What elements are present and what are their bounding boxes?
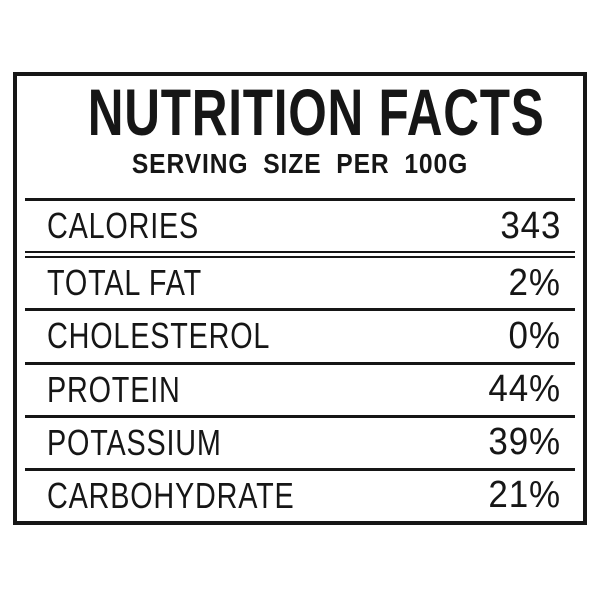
row-protein: PROTEIN 44% bbox=[25, 361, 575, 415]
label-subtitle: SERVING SIZE PER 100G bbox=[131, 148, 469, 179]
label-title: NUTRITION FACTS bbox=[87, 75, 545, 149]
nutrition-label: NUTRITION FACTS SERVING SIZE PER 100G CA… bbox=[13, 72, 587, 525]
nutrient-name: POTASSIUM bbox=[47, 421, 222, 463]
nutrient-value: 39% bbox=[488, 421, 561, 464]
nutrient-name: CALORIES bbox=[47, 205, 200, 247]
nutrient-name: CARBOHYDRATE bbox=[47, 474, 295, 516]
row-cholesterol: CHOLESTEROL 0% bbox=[25, 308, 575, 361]
row-total-fat: TOTAL FAT 2% bbox=[25, 251, 575, 308]
nutrient-value: 0% bbox=[508, 314, 561, 357]
nutrient-table: CALORIES 343 TOTAL FAT 2% CHOLESTEROL 0%… bbox=[25, 198, 575, 521]
row-carbohydrate: CARBOHYDRATE 21% bbox=[25, 467, 575, 521]
nutrient-name: CHOLESTEROL bbox=[47, 315, 271, 357]
nutrient-value: 44% bbox=[488, 368, 561, 411]
row-potassium: POTASSIUM 39% bbox=[25, 414, 575, 468]
nutrient-value: 343 bbox=[499, 204, 561, 247]
nutrient-value: 2% bbox=[508, 261, 561, 304]
nutrient-name: TOTAL FAT bbox=[47, 262, 202, 304]
nutrient-name: PROTEIN bbox=[47, 368, 181, 410]
row-calories: CALORIES 343 bbox=[25, 198, 575, 251]
nutrient-value: 21% bbox=[488, 474, 561, 517]
